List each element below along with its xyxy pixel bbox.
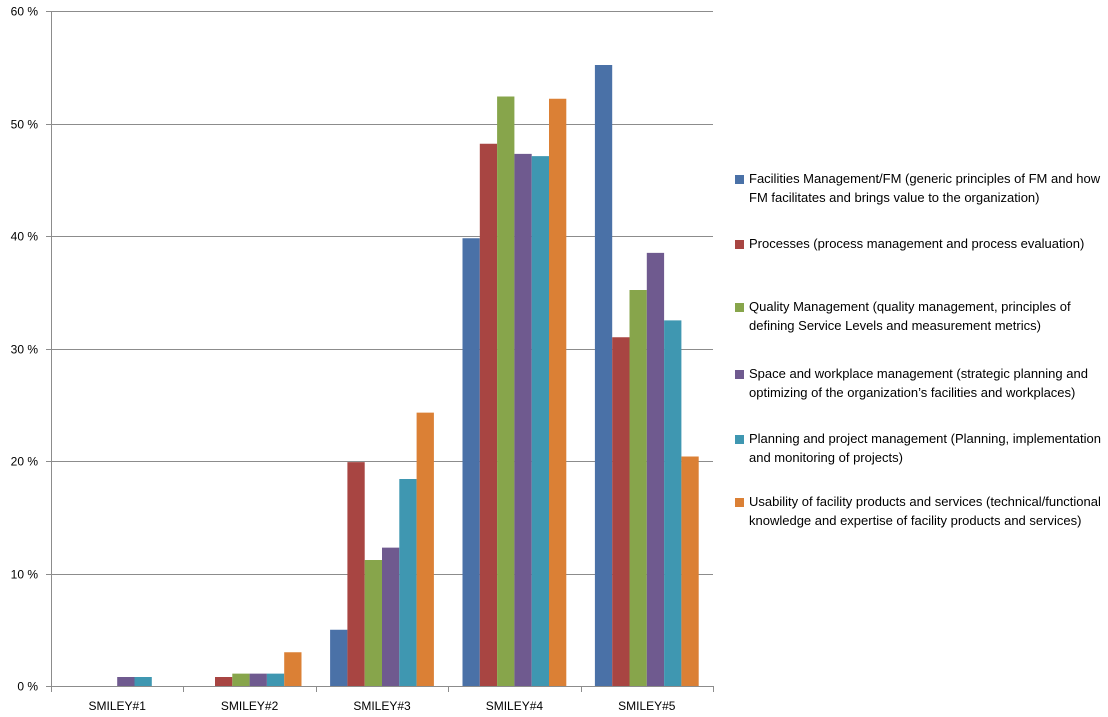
bar-smiley4-s1 xyxy=(462,238,480,686)
legend-label: Facilities Management/FM (generic princi… xyxy=(749,171,1101,205)
bar-smiley4-s2 xyxy=(479,143,498,686)
legend-label: Quality Management (quality management, … xyxy=(749,299,1071,333)
legend-label: Space and workplace management (strategi… xyxy=(749,366,1088,400)
x-tick-label: SMILEY#2 xyxy=(221,699,279,713)
legend-label: Planning and project management (Plannin… xyxy=(749,431,1101,465)
bar-smiley2-s5 xyxy=(266,673,285,687)
bar-smiley1-s4 xyxy=(117,677,135,686)
bar-smiley2-s4 xyxy=(249,673,267,687)
y-tick-label: 40 % xyxy=(11,230,39,244)
legend-item: Quality Management (quality management, … xyxy=(735,298,1105,335)
x-tick-label: SMILEY#3 xyxy=(353,699,411,713)
bar-smiley5-s2 xyxy=(612,337,630,686)
bar-smiley4-s3 xyxy=(497,96,515,686)
bar-smiley2-s6 xyxy=(284,652,302,686)
bar-smiley4-s4 xyxy=(514,153,532,687)
x-tick-label: SMILEY#5 xyxy=(618,699,676,713)
bar-smiley3-s6 xyxy=(416,412,434,687)
bar-smiley5-s6 xyxy=(681,456,699,686)
y-tick-label: 50 % xyxy=(11,118,39,132)
legend-swatch xyxy=(735,303,744,312)
bar-smiley4-s5 xyxy=(531,156,549,687)
x-tick-label: SMILEY#1 xyxy=(89,699,147,713)
bar-smiley5-s1 xyxy=(594,65,613,686)
bar-smiley3-s5 xyxy=(399,479,417,686)
legend-item: Facilities Management/FM (generic princi… xyxy=(735,170,1105,207)
legend-swatch xyxy=(735,435,744,444)
bar-smiley4-s6 xyxy=(549,98,567,686)
bar-smiley3-s4 xyxy=(382,547,400,687)
bar-smiley3-s3 xyxy=(364,560,382,686)
bars xyxy=(117,65,699,687)
bar-smiley3-s1 xyxy=(330,629,348,686)
bar-smiley3-s2 xyxy=(347,462,365,687)
x-axis-labels: SMILEY#1 SMILEY#2 SMILEY#3 SMILEY#4 SMILEY#5 xyxy=(89,699,676,713)
legend-item: Planning and project management (Plannin… xyxy=(735,430,1105,467)
bar-smiley1-s5 xyxy=(134,677,152,686)
y-tick-label: 0 % xyxy=(17,680,38,694)
y-tick-label: 60 % xyxy=(11,5,39,19)
bar-smiley2-s2 xyxy=(215,677,233,686)
legend-item: Processes (process management and proces… xyxy=(735,235,1105,254)
y-tick-label: 20 % xyxy=(11,455,39,469)
legend-label: Usability of facility products and servi… xyxy=(749,494,1101,528)
x-tick-label: SMILEY#4 xyxy=(486,699,544,713)
legend-label: Processes (process management and proces… xyxy=(749,236,1085,251)
bar-smiley5-s4 xyxy=(646,252,665,686)
legend-swatch xyxy=(735,240,744,249)
y-tick-label: 10 % xyxy=(11,568,39,582)
legend-swatch xyxy=(735,498,744,507)
y-tick-label: 30 % xyxy=(11,343,39,357)
legend-swatch xyxy=(735,175,744,184)
bar-smiley5-s5 xyxy=(664,320,682,687)
bar-smiley2-s3 xyxy=(232,673,250,687)
axes xyxy=(51,11,714,692)
legend-item: Space and workplace management (strategi… xyxy=(735,365,1105,402)
legend-swatch xyxy=(735,370,744,379)
y-axis-ticks: 0 % 10 % 20 % 30 % 40 % 50 % 60 % xyxy=(11,5,51,694)
bar-smiley5-s3 xyxy=(629,290,647,686)
legend-item: Usability of facility products and servi… xyxy=(735,493,1105,530)
